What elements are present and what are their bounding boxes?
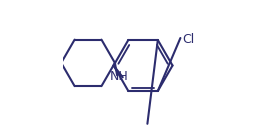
Text: Cl: Cl	[182, 33, 195, 46]
Text: NH: NH	[110, 70, 129, 83]
